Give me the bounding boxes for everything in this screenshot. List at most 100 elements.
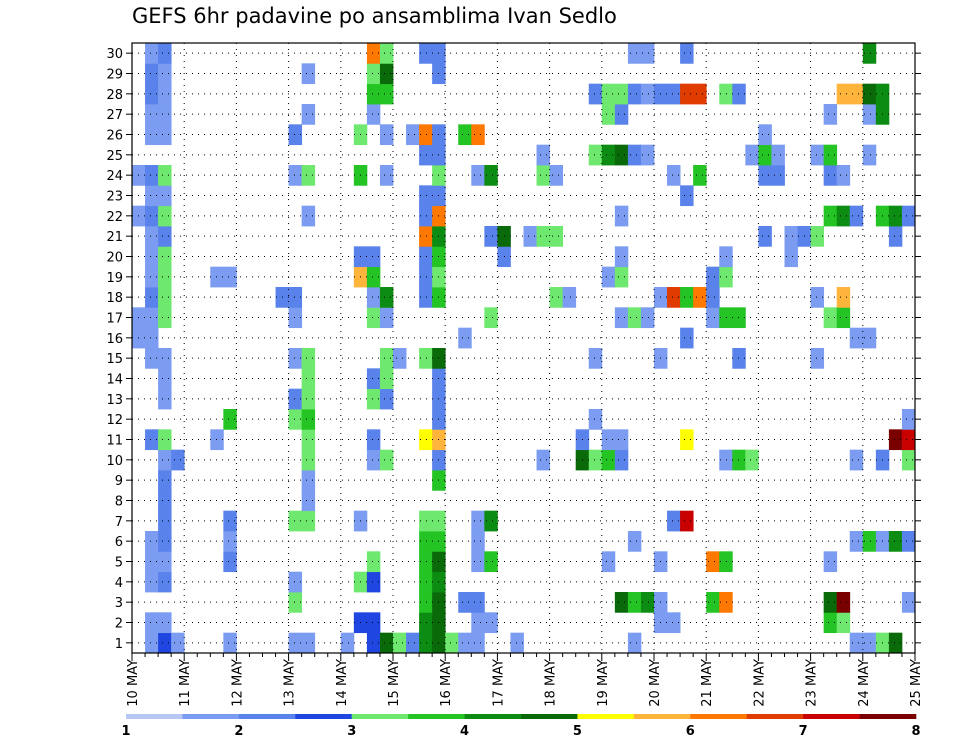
heatmap-cell bbox=[301, 490, 316, 512]
heatmap-cell bbox=[862, 531, 877, 552]
heatmap-cell bbox=[158, 449, 172, 471]
heatmap-cell bbox=[771, 144, 785, 166]
heatmap-cell bbox=[888, 531, 903, 552]
heatmap-cell bbox=[471, 510, 485, 532]
heatmap-cell bbox=[288, 388, 303, 410]
heatmap-cell bbox=[158, 429, 172, 451]
heatmap-cell bbox=[484, 612, 498, 634]
heatmap-cell bbox=[888, 429, 903, 451]
heatmap-cell bbox=[849, 531, 864, 552]
heatmap-cell bbox=[301, 63, 316, 85]
heatmap-cell bbox=[719, 592, 733, 613]
heatmap-cell bbox=[419, 592, 433, 613]
heatmap-cell bbox=[758, 144, 772, 166]
y-tick-label: 23 bbox=[106, 190, 123, 205]
heatmap-cell bbox=[419, 429, 433, 451]
heatmap-cell bbox=[158, 632, 172, 654]
heatmap-cell bbox=[366, 43, 381, 64]
heatmap-cell bbox=[693, 83, 707, 105]
heatmap-cells bbox=[132, 43, 916, 654]
heatmap-cell bbox=[562, 287, 577, 308]
colorbar-swatch bbox=[803, 714, 860, 719]
heatmap-cell bbox=[419, 246, 433, 268]
heatmap-cell bbox=[810, 144, 825, 166]
heatmap-cell bbox=[158, 43, 172, 64]
heatmap-cell bbox=[419, 571, 433, 593]
heatmap-cell bbox=[536, 449, 550, 471]
heatmap-cell bbox=[862, 144, 877, 166]
y-tick-label: 5 bbox=[115, 556, 123, 571]
x-tick-label: 16 MAY bbox=[439, 659, 454, 707]
heatmap-cell bbox=[419, 205, 433, 227]
colorbar-label: 8 bbox=[911, 724, 920, 739]
x-tick-label: 25 MAY bbox=[909, 659, 924, 707]
heatmap-cell bbox=[419, 226, 433, 247]
heatmap-cell bbox=[836, 287, 851, 308]
heatmap-cell bbox=[158, 348, 172, 369]
y-tick-label: 14 bbox=[106, 373, 123, 388]
heatmap-cell bbox=[301, 165, 316, 186]
heatmap-cell bbox=[366, 83, 381, 105]
heatmap-cell bbox=[158, 104, 172, 125]
heatmap-cell bbox=[158, 205, 172, 227]
heatmap-cell bbox=[823, 205, 838, 227]
heatmap-cell bbox=[145, 571, 159, 593]
heatmap-cell bbox=[849, 632, 864, 654]
heatmap-cell bbox=[288, 307, 303, 329]
heatmap-cell bbox=[301, 205, 316, 227]
heatmap-cell bbox=[379, 449, 394, 471]
heatmap-cell bbox=[614, 449, 629, 471]
heatmap-cell bbox=[458, 124, 472, 146]
heatmap-cell bbox=[706, 307, 720, 329]
heatmap-cell bbox=[862, 327, 877, 349]
heatmap-cell bbox=[366, 266, 381, 288]
heatmap-cell bbox=[888, 226, 903, 247]
heatmap-cell bbox=[210, 429, 224, 451]
colorbar-swatch bbox=[351, 714, 409, 719]
x-tick-label: 15 MAY bbox=[387, 659, 402, 707]
colorbar-label: 1 bbox=[121, 724, 130, 739]
heatmap-cell bbox=[849, 327, 864, 349]
colorbar-label: 7 bbox=[799, 724, 808, 739]
heatmap-cell bbox=[379, 368, 394, 390]
heatmap-cell bbox=[836, 612, 851, 634]
heatmap-cell bbox=[366, 63, 381, 85]
y-tick-label: 20 bbox=[106, 251, 123, 266]
heatmap-cell bbox=[667, 83, 681, 105]
heatmap-cell bbox=[366, 287, 381, 308]
colorbar-label: 3 bbox=[347, 724, 356, 739]
heatmap-cell bbox=[145, 632, 159, 654]
heatmap-cell bbox=[614, 592, 629, 613]
heatmap-cell bbox=[158, 551, 172, 573]
heatmap-cell bbox=[614, 266, 629, 288]
heatmap-cell bbox=[706, 551, 720, 573]
y-tick-label: 28 bbox=[106, 88, 123, 103]
heatmap-cell bbox=[288, 632, 303, 654]
heatmap-cell bbox=[471, 632, 485, 654]
heatmap-cell bbox=[614, 246, 629, 268]
heatmap-cell bbox=[288, 571, 303, 593]
heatmap-cell bbox=[145, 612, 159, 634]
heatmap-cell bbox=[458, 327, 472, 349]
heatmap-cell bbox=[680, 43, 694, 64]
heatmap-cell bbox=[849, 449, 864, 471]
y-tick-label: 22 bbox=[106, 210, 123, 225]
y-tick-label: 6 bbox=[115, 535, 123, 550]
heatmap-cell bbox=[667, 287, 681, 308]
heatmap-cell bbox=[484, 307, 498, 329]
heatmap-cell bbox=[366, 368, 381, 390]
heatmap-cell bbox=[901, 409, 916, 430]
x-tick-label: 11 MAY bbox=[178, 659, 193, 707]
heatmap-cell bbox=[393, 348, 407, 369]
heatmap-cell bbox=[901, 205, 916, 227]
heatmap-cell bbox=[601, 551, 616, 573]
heatmap-cell bbox=[758, 124, 772, 146]
heatmap-cell bbox=[145, 63, 159, 85]
heatmap-cell bbox=[810, 226, 825, 247]
heatmap-cell bbox=[379, 63, 394, 85]
y-tick-label: 15 bbox=[106, 352, 123, 367]
heatmap-cell bbox=[145, 226, 159, 247]
heatmap-cell bbox=[601, 83, 616, 105]
heatmap-cell bbox=[419, 124, 433, 146]
heatmap-cell bbox=[680, 287, 694, 308]
